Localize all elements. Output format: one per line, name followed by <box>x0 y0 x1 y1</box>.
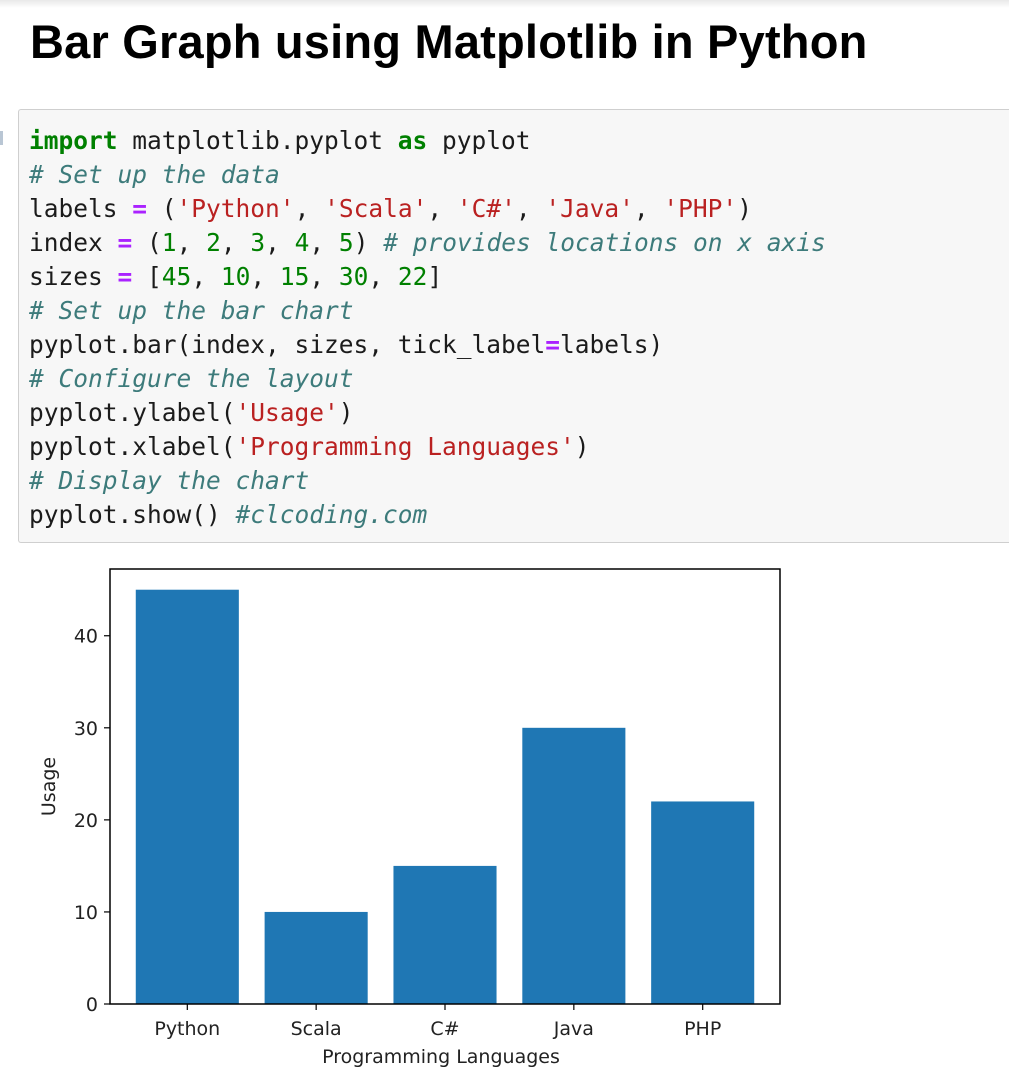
code-line: sizes = [45, 10, 15, 30, 22] <box>29 260 826 294</box>
code-token: ) <box>353 228 384 257</box>
code-token: , <box>427 194 457 223</box>
code-token: as <box>397 126 428 155</box>
code-token: 2 <box>206 228 221 257</box>
code-token: 'C#' <box>456 194 516 223</box>
code-line: pyplot.xlabel('Programming Languages') <box>29 430 826 464</box>
code-token: 30 <box>338 262 369 291</box>
bar-chart: 0 10 20 30 40 Python Scala C# Java PHP Usage Pro… <box>38 568 781 1068</box>
code-token: , <box>265 228 295 257</box>
code-token: 'Scala' <box>324 194 428 223</box>
code-token: ( <box>147 194 177 223</box>
y-tick-label: 0 <box>86 994 98 1016</box>
top-strip <box>0 0 1009 8</box>
bar-php <box>651 801 755 1004</box>
code-token: pyplot.ylabel( <box>29 398 236 427</box>
y-axis-ticks: 0 10 20 30 40 <box>74 626 110 1016</box>
code-token: # Set up the bar chart <box>29 296 354 325</box>
code-token: pyplot <box>427 126 531 155</box>
code-token: labels <box>29 194 133 223</box>
code-token: pyplot.xlabel( <box>29 432 236 461</box>
code-token: , <box>250 262 280 291</box>
x-tick-label: C# <box>430 1018 459 1040</box>
code-token: = <box>117 228 133 257</box>
code-token: = <box>132 194 148 223</box>
code-line: # Set up the data <box>29 158 826 192</box>
chart-bars <box>135 589 755 1004</box>
code-token: 5 <box>338 228 354 257</box>
code-token: 3 <box>250 228 266 257</box>
code-block[interactable]: import matplotlib.pyplot as pyplot # Set … <box>29 124 826 532</box>
code-token: #clcoding.com <box>235 500 428 529</box>
code-token: pyplot.bar(index, sizes, tick_label <box>29 330 546 359</box>
y-axis-label: Usage <box>38 757 60 816</box>
code-line: # Display the chart <box>29 464 826 498</box>
code-token: , <box>515 194 546 223</box>
code-token: 45 <box>161 262 192 291</box>
code-token: , <box>633 194 664 223</box>
code-line: pyplot.bar(index, sizes, tick_label=labe… <box>29 328 826 362</box>
code-token: [ <box>132 262 162 291</box>
code-token: 10 <box>220 262 251 291</box>
code-token: ) <box>574 432 590 461</box>
x-tick-label: Python <box>154 1018 220 1040</box>
code-cell[interactable]: import matplotlib.pyplot as pyplot # Set … <box>18 109 1009 543</box>
bar-c-sharp <box>393 865 497 1004</box>
code-token: # Display the chart <box>29 466 310 495</box>
code-token: 'PHP' <box>663 194 738 223</box>
bar-java <box>522 727 626 1004</box>
code-line: pyplot.show() #clcoding.com <box>29 498 826 532</box>
code-token: 1 <box>161 228 177 257</box>
y-tick-label: 30 <box>74 718 98 740</box>
code-token: 'Java' <box>545 194 634 223</box>
code-token: ) <box>338 398 354 427</box>
code-token: , <box>220 228 251 257</box>
code-line: # Configure the layout <box>29 362 826 396</box>
code-line: pyplot.ylabel('Usage') <box>29 396 826 430</box>
code-token: 'Usage' <box>235 398 339 427</box>
code-token: 'Python' <box>176 194 295 223</box>
x-axis-label: Programming Languages <box>322 1046 560 1068</box>
code-token: # Set up the data <box>29 160 280 189</box>
code-token: labels) <box>560 330 664 359</box>
y-tick-label: 20 <box>74 810 98 832</box>
cell-marker <box>0 131 3 145</box>
code-line: # Set up the bar chart <box>29 294 826 328</box>
code-token: ) <box>737 194 752 223</box>
code-token: , <box>191 262 221 291</box>
code-token: 22 <box>397 262 428 291</box>
code-line: index = (1, 2, 3, 4, 5) # provides locat… <box>29 226 826 260</box>
code-line: labels = ('Python', 'Scala', 'C#', 'Java… <box>29 192 826 226</box>
code-token: , <box>309 262 339 291</box>
code-token: , <box>294 194 325 223</box>
code-token: matplotlib.pyplot <box>117 126 398 155</box>
y-tick-label: 10 <box>74 902 98 924</box>
code-token: = <box>545 330 561 359</box>
code-token: pyplot.show() <box>29 500 236 529</box>
code-token: , <box>309 228 339 257</box>
plot-frame <box>109 568 781 1005</box>
code-token: sizes <box>29 262 118 291</box>
x-tick-label: Java <box>553 1018 594 1040</box>
code-token: = <box>117 262 133 291</box>
code-token: , <box>176 228 207 257</box>
code-token: index <box>29 228 118 257</box>
code-token: # provides locations on x axis <box>383 228 826 257</box>
code-line: import matplotlib.pyplot as pyplot <box>29 124 826 158</box>
bar-scala <box>264 911 368 1004</box>
code-token: 'Programming Languages' <box>235 432 575 461</box>
code-token: , <box>368 262 398 291</box>
y-tick-label: 40 <box>74 626 98 648</box>
x-tick-label: PHP <box>684 1018 721 1040</box>
code-token: ( <box>132 228 162 257</box>
x-tick-label: Scala <box>291 1018 342 1040</box>
code-token: 4 <box>294 228 310 257</box>
x-axis-ticks: Python Scala C# Java PHP <box>154 1004 721 1040</box>
code-token: 15 <box>279 262 310 291</box>
code-token: ] <box>427 262 443 291</box>
bar-python <box>135 589 239 1004</box>
code-token: # Configure the layout <box>29 364 354 393</box>
page-title: Bar Graph using Matplotlib in Python <box>30 15 868 68</box>
code-token: import <box>29 126 118 155</box>
